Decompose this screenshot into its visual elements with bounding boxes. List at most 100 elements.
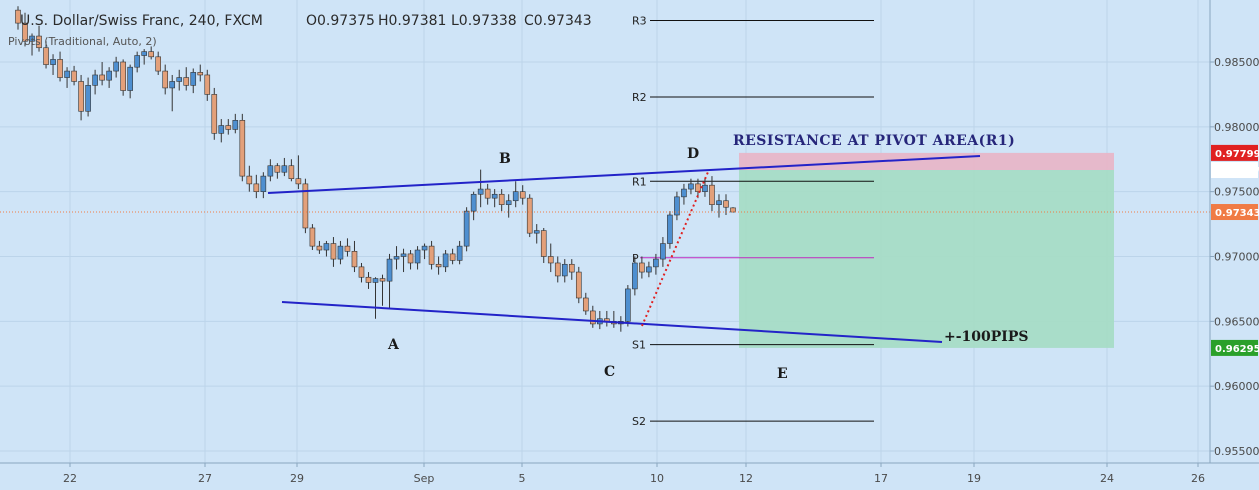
bear-candle[interactable] [57,59,63,78]
bear-candle[interactable] [575,271,582,299]
bear-candle[interactable] [730,207,736,213]
bear-candle[interactable] [225,125,232,130]
bull-candle[interactable] [533,230,540,234]
bull-candle[interactable] [281,165,288,173]
bull-candle[interactable] [190,72,197,86]
bear-candle[interactable] [120,61,126,91]
bear-candle[interactable] [288,165,295,180]
bull-candle[interactable] [29,35,35,42]
bull-candle[interactable] [260,175,267,192]
bull-candle[interactable] [512,191,519,202]
bear-candle[interactable] [274,165,281,173]
bear-candle[interactable] [526,197,533,234]
bull-candle[interactable] [491,193,498,199]
bear-candle[interactable] [407,253,414,264]
bear-candle[interactable] [99,74,105,81]
bear-candle[interactable] [582,297,589,312]
bear-candle[interactable] [519,191,526,199]
bear-candle[interactable] [211,94,218,134]
bull-candle[interactable] [106,70,112,81]
bear-candle[interactable] [197,72,204,76]
bear-candle[interactable] [498,193,505,205]
bear-candle[interactable] [547,256,554,264]
bear-candle[interactable] [330,243,337,260]
indicator-label[interactable]: Pivots (Traditional, Auto, 2) [8,35,157,48]
bear-candle[interactable] [22,22,28,42]
bull-candle[interactable] [716,200,722,205]
bull-candle[interactable] [561,263,568,277]
bull-candle[interactable] [267,165,274,177]
bear-candle[interactable] [239,120,246,177]
bear-candle[interactable] [295,178,302,185]
bull-candle[interactable] [218,125,225,134]
bear-candle[interactable] [36,35,42,49]
bear-candle[interactable] [484,188,491,199]
bull-candle[interactable] [681,188,687,198]
bear-candle[interactable] [709,184,715,205]
bear-candle[interactable] [148,51,154,58]
bear-candle[interactable] [204,74,211,95]
bear-candle[interactable] [723,200,729,208]
bear-candle[interactable] [365,276,372,283]
bull-candle[interactable] [85,85,91,112]
bull-candle[interactable] [337,245,344,260]
bear-candle[interactable] [554,262,561,277]
bull-candle[interactable] [386,258,393,282]
bull-candle[interactable] [660,243,666,260]
bear-candle[interactable] [71,70,77,82]
bull-candle[interactable] [134,55,140,68]
bear-candle[interactable] [428,245,435,265]
bear-candle[interactable] [78,81,84,112]
bull-candle[interactable] [92,74,98,86]
bear-candle[interactable] [695,183,701,192]
bull-candle[interactable] [141,51,147,56]
bull-candle[interactable] [456,245,463,261]
bull-candle[interactable] [50,59,56,65]
bull-candle[interactable] [674,196,680,216]
bull-candle[interactable] [64,70,70,78]
bear-candle[interactable] [568,263,575,273]
bear-candle[interactable] [162,70,169,89]
bear-candle[interactable] [316,245,323,251]
bear-candle[interactable] [309,227,316,247]
bull-candle[interactable] [400,253,407,257]
bull-candle[interactable] [232,120,239,130]
bull-candle[interactable] [393,256,400,260]
bear-candle[interactable] [351,251,358,268]
bear-candle[interactable] [379,278,386,282]
bull-candle[interactable] [113,61,119,72]
bear-candle[interactable] [449,253,456,261]
bear-candle[interactable] [358,266,365,278]
bull-candle[interactable] [442,253,449,268]
bear-candle[interactable] [15,9,21,24]
bear-candle[interactable] [43,47,49,65]
bull-candle[interactable] [323,243,330,251]
bull-candle[interactable] [625,288,631,322]
bear-candle[interactable] [253,183,260,192]
bull-candle[interactable] [653,258,659,268]
bull-candle[interactable] [688,183,694,190]
candlestick-series[interactable] [15,6,736,332]
price-axis-bg[interactable] [1210,0,1259,463]
bull-candle[interactable] [372,278,379,283]
bear-candle[interactable] [435,263,442,268]
bear-candle[interactable] [183,77,190,86]
bull-candle[interactable] [169,81,176,89]
bull-candle[interactable] [646,266,652,273]
bull-candle[interactable] [470,193,477,212]
bear-candle[interactable] [302,183,309,229]
bull-candle[interactable] [505,200,512,205]
bear-candle[interactable] [540,230,547,257]
bull-candle[interactable] [477,188,484,195]
bull-candle[interactable] [127,66,133,91]
bear-candle[interactable] [155,56,161,72]
bear-candle[interactable] [639,262,645,273]
bull-candle[interactable] [667,214,673,244]
bull-candle[interactable] [421,245,428,251]
bull-candle[interactable] [176,77,183,82]
bull-candle[interactable] [463,210,470,247]
bull-candle[interactable] [632,262,638,290]
bull-candle[interactable] [702,184,708,192]
